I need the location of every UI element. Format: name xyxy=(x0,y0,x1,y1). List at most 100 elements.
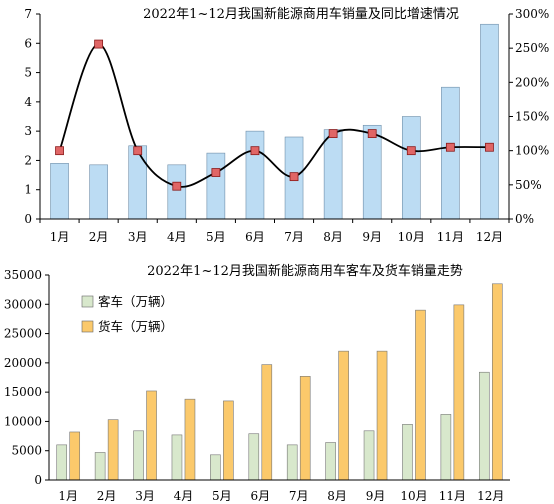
chart1-point xyxy=(94,39,104,49)
chart1-bars xyxy=(50,23,499,220)
chart1-bar xyxy=(206,152,226,220)
chart1-point xyxy=(55,146,64,156)
chart1-x-tick-label: 12月 xyxy=(476,230,503,244)
chart1-point xyxy=(211,168,221,177)
chart1-left-ticks: 0 1 2 3 4 5 6 7 xyxy=(24,7,40,226)
chart2-bar-bus xyxy=(248,433,260,481)
chart2-y-tick-label: 25000 xyxy=(4,327,42,341)
chart1-x-tick-label: 1月 xyxy=(50,230,70,244)
chart2-y-tick-label: 10000 xyxy=(4,414,42,428)
chart1-right-tick-label: 50% xyxy=(515,178,542,192)
chart2-x-tick-label: 3月 xyxy=(135,489,155,503)
chart1-bar xyxy=(480,23,499,220)
chart1-right-tick-label: 100% xyxy=(515,144,549,158)
chart1-left-tick-label: 5 xyxy=(24,66,32,80)
chart1-growth-line xyxy=(58,43,490,188)
chart1-right-tick-label: 150% xyxy=(515,110,549,124)
chart1-x-tick-label: 6月 xyxy=(245,230,265,244)
chart2-y-tick-label: 35000 xyxy=(4,268,42,282)
chart1-point xyxy=(250,146,260,156)
chart1-left-tick-label: 4 xyxy=(24,95,32,109)
chart2-bar-bus xyxy=(440,414,452,481)
chart2-y-tick-label: 30000 xyxy=(4,297,42,311)
chart2-bar-truck xyxy=(299,376,311,481)
chart2-bar-bus xyxy=(210,454,221,481)
chart1-point xyxy=(485,142,494,152)
chart2-bar-bus xyxy=(94,452,106,481)
chart1-point xyxy=(289,172,299,182)
chart1-x-tick-label: 10月 xyxy=(398,230,425,244)
chart1-x-ticks: 1月 2月 3月 4月 5月 6月 7月 8月 9月 10月 11月 12月 xyxy=(39,219,510,244)
chart1-x-tick-label: 11月 xyxy=(437,230,464,244)
chart1-bar xyxy=(50,163,69,220)
chart1-markers xyxy=(55,39,494,191)
chart2-legend: 客车（万辆） 货车（万辆） xyxy=(81,294,173,334)
legend-swatch-bus xyxy=(81,295,94,308)
chart1-left-tick-label: 6 xyxy=(24,36,32,50)
chart2-bar-truck xyxy=(184,398,196,481)
chart2-title: 2022年1~12月我国新能源商用车客车及货车销量走势 xyxy=(147,263,463,279)
chart1-point xyxy=(328,129,338,138)
chart2-bar-bus xyxy=(363,430,375,481)
chart2-bar-truck xyxy=(261,364,273,481)
chart1-x-tick-label: 9月 xyxy=(362,230,382,244)
chart2-y-ticks: 0 5000 10000 15000 20000 25000 30000 35000 xyxy=(4,268,49,487)
chart2-bar-bus xyxy=(171,434,183,481)
legend-label-truck: 货车（万辆） xyxy=(98,319,173,334)
legend-swatch-truck xyxy=(81,320,94,333)
chart2-bar-bus xyxy=(133,430,144,481)
chart1-title: 2022年1~12月我国新能源商用车销量及同比增速情况 xyxy=(143,6,459,22)
chart2-x-tick-label: 12月 xyxy=(477,489,504,503)
chart1-right-ticks: 0% 50% 100% 150% 200% 250% 300% xyxy=(509,7,549,226)
chart1-bar xyxy=(89,164,108,220)
chart2-x-tick-label: 5月 xyxy=(212,489,232,503)
chart1-x-tick-label: 8月 xyxy=(323,230,343,244)
chart2-x-tick-label: 7月 xyxy=(289,489,309,503)
chart2-y-tick-label: 5000 xyxy=(11,444,42,458)
chart1-bar xyxy=(323,129,343,220)
chart2-bar-truck xyxy=(453,304,465,481)
chart2-bar-bus xyxy=(478,371,490,481)
chart2-x-tick-label: 2月 xyxy=(97,489,117,503)
chart1-right-tick-label: 250% xyxy=(515,41,549,55)
chart1-point xyxy=(172,181,182,191)
chart2-y-tick-label: 20000 xyxy=(4,356,42,370)
chart2-y-tick-label: 0 xyxy=(34,473,42,487)
chart2-bar-bus xyxy=(286,444,298,481)
chart2-bar-truck xyxy=(491,283,503,481)
chart2-bar-truck xyxy=(146,390,157,481)
chart2-x-tick-label: 6月 xyxy=(250,489,270,503)
chart-bus-truck: 2022年1~12月我国新能源商用车客车及货车销量走势 0 5000 10000 15… xyxy=(4,263,510,503)
chart2-x-tick-label: 4月 xyxy=(174,489,194,503)
chart2-bar-truck xyxy=(223,400,234,481)
chart1-left-tick-label: 0 xyxy=(24,212,32,226)
chart1-bar xyxy=(401,116,421,220)
chart1-bar xyxy=(441,86,460,220)
chart2-x-tick-label: 8月 xyxy=(327,489,347,503)
chart1-x-tick-label: 3月 xyxy=(128,230,148,244)
chart2-bar-bus xyxy=(325,442,336,481)
chart1-left-tick-label: 2 xyxy=(24,153,32,167)
chart2-bar-truck xyxy=(338,350,349,481)
chart1-right-tick-label: 0% xyxy=(515,212,534,226)
chart1-bar xyxy=(167,164,187,220)
chart2-bar-truck xyxy=(107,419,119,481)
chart2-x-tick-label: 1月 xyxy=(58,489,78,503)
chart1-point xyxy=(133,146,143,156)
legend-label-bus: 客车（万辆） xyxy=(98,294,173,309)
chart1-right-tick-label: 200% xyxy=(515,75,549,89)
chart2-bar-bus xyxy=(56,444,68,481)
chart1-x-tick-label: 5月 xyxy=(206,230,226,244)
chart1-point xyxy=(367,129,377,138)
chart2-x-tick-label: 9月 xyxy=(366,489,386,503)
chart1-right-tick-label: 300% xyxy=(515,7,549,21)
chart1-bar xyxy=(362,124,382,220)
chart2-x-tick-label: 11月 xyxy=(439,489,466,503)
chart-sales-growth: 2022年1~12月我国新能源商用车销量及同比增速情况 0 1 2 3 4 5 6 7 0% 5… xyxy=(24,6,549,244)
chart2-bar-truck xyxy=(376,350,388,481)
chart1-left-tick-label: 1 xyxy=(24,183,32,197)
chart2-x-ticks: 1月 2月 3月 4月 5月 6月 7月 8月 9月 10月 11月 12月 xyxy=(58,489,504,503)
chart1-left-tick-label: 3 xyxy=(24,124,32,138)
chart1-point xyxy=(406,146,416,156)
